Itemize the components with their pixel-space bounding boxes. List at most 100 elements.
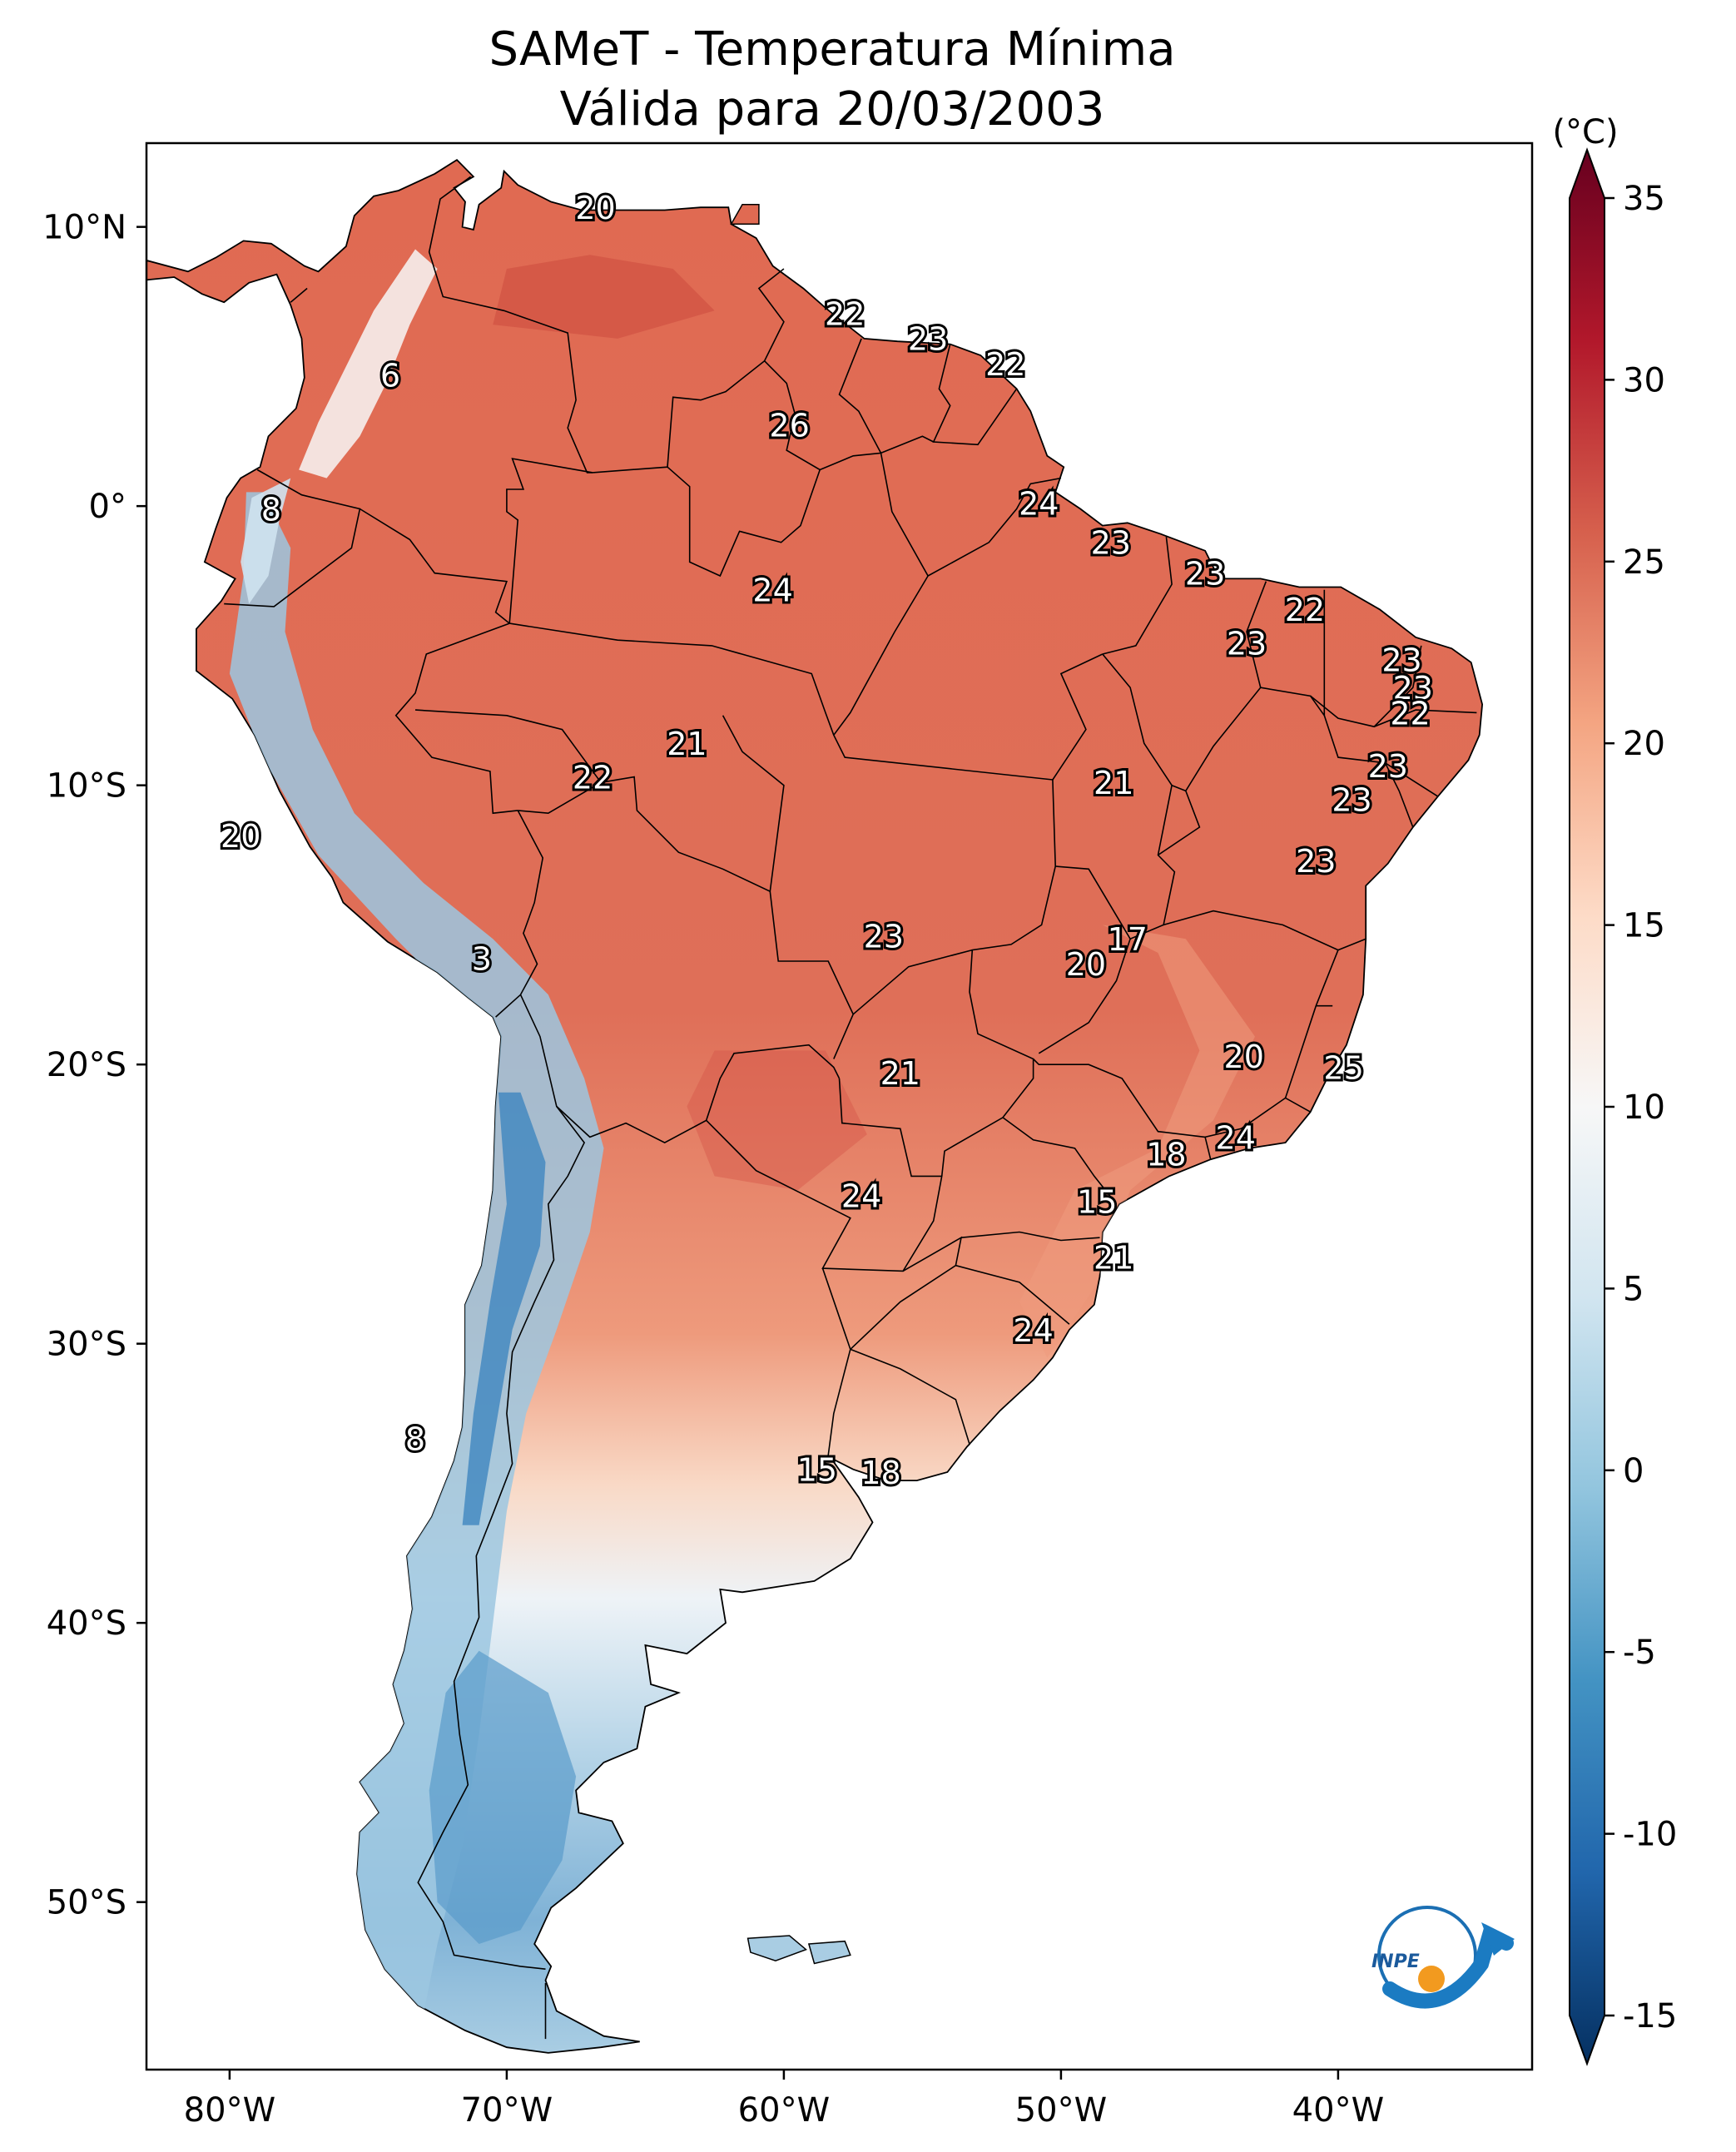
land-temperature-field <box>146 158 1484 2054</box>
figure-title: SAMeT - Temperatura Mínima Válida para 2… <box>489 22 1175 136</box>
lat-tick-label: 50°S <box>47 1884 126 1922</box>
lat-tick-label: 10°N <box>42 209 126 247</box>
border-line <box>706 1078 943 1272</box>
border-line <box>1373 709 1477 727</box>
country-state-borders <box>224 176 1477 2040</box>
title-line-2: Válida para 20/03/2003 <box>560 82 1105 136</box>
border-line <box>509 622 1053 781</box>
border-line <box>428 176 593 474</box>
border-line <box>1038 938 1131 1054</box>
lon-tick-label: 80°W <box>184 2091 275 2130</box>
border-line <box>850 1348 970 1448</box>
temperature-value-label: 18 <box>861 1455 900 1491</box>
falkland-islands <box>730 204 851 1965</box>
temperature-value-label: 22 <box>1390 695 1430 731</box>
border-line <box>290 287 308 303</box>
map-axes: 80°W 70°W 60°W 50°W 40°W 10°N 0° 10°S 20°S 30°S 40… <box>42 209 1384 2130</box>
colorbar-tick-label: 10 <box>1623 1088 1665 1127</box>
temperature-value-label: 24 <box>1216 1119 1256 1156</box>
temperature-value-label: 21 <box>1094 1240 1133 1277</box>
temperature-value-label: 21 <box>667 726 707 762</box>
colorbar-tick-label: 25 <box>1623 543 1665 582</box>
andes-cold-core <box>462 1092 546 1525</box>
border-line <box>667 466 821 578</box>
temperature-value-label: 25 <box>1323 1049 1363 1086</box>
lat-tick-label: 30°S <box>47 1326 126 1364</box>
border-line <box>833 575 929 736</box>
temperature-value-label: 23 <box>1296 843 1336 880</box>
temperature-value-label: 24 <box>752 573 792 609</box>
temperature-value-label: 15 <box>1077 1183 1117 1220</box>
border-line <box>722 715 785 892</box>
colorbar-tick-label: 30 <box>1623 361 1665 399</box>
logo-swoosh <box>1382 1924 1514 2009</box>
border-line <box>960 1231 1100 1242</box>
logo-arrow <box>1481 1922 1515 1956</box>
border-line <box>1052 653 1104 781</box>
border-line <box>417 994 586 1970</box>
lon-tick-label: 50°W <box>1015 2091 1107 2130</box>
border-line <box>821 1267 851 1456</box>
border-line <box>932 344 1018 446</box>
logo-orange-dot <box>1418 1966 1445 1992</box>
temperature-value-label: 22 <box>825 296 865 333</box>
colorbar-tick-label: 5 <box>1623 1270 1644 1308</box>
border-line <box>518 776 855 1059</box>
temperature-value-label: 20 <box>575 190 615 226</box>
border-line <box>1158 791 1201 856</box>
temperature-value-label: 23 <box>1332 781 1371 818</box>
chaco-warm-area <box>687 1050 867 1191</box>
temperature-value-label: 6 <box>380 357 400 394</box>
border-line <box>556 1044 841 1144</box>
colorbar-tick-label: 20 <box>1623 725 1665 763</box>
border-line <box>359 508 510 624</box>
border-line <box>1002 1117 1118 1205</box>
colorbar-ticks: 35 30 25 20 15 10 5 0 -5 -10 -15 <box>1605 180 1677 2035</box>
temperature-value-label: 21 <box>880 1055 920 1092</box>
temperature-value-label: 3 <box>472 941 492 978</box>
border-line <box>593 268 785 474</box>
colorbar-tick-label: 0 <box>1623 1452 1644 1490</box>
border-line <box>955 1264 1070 1325</box>
temperature-value-label: 8 <box>261 491 281 528</box>
temperature-value-label: 23 <box>1368 748 1408 785</box>
temperature-value-label: 21 <box>1094 765 1133 801</box>
temperature-value-label: 23 <box>1227 625 1267 662</box>
lon-tick-label: 40°W <box>1292 2091 1384 2130</box>
border-line <box>1384 762 1414 828</box>
border-line <box>1171 581 1267 792</box>
temperature-value-label: 24 <box>841 1178 881 1215</box>
colorbar-tick-label: -10 <box>1623 1816 1677 1854</box>
colorbar-tick-label: 35 <box>1623 180 1665 218</box>
lon-tick-label: 70°W <box>461 2091 553 2130</box>
border-line <box>764 360 881 471</box>
colombia-highland-cool-area <box>299 249 438 478</box>
border-line <box>880 453 1062 578</box>
lat-tick-label: 40°S <box>47 1604 126 1643</box>
border-line <box>394 622 518 815</box>
lat-tick-label: 10°S <box>47 767 126 806</box>
border-line <box>1260 589 1326 718</box>
colorbar-unit-label: (°C) <box>1552 113 1618 151</box>
temperature-value-label: 22 <box>985 346 1025 383</box>
temperature-value-label: 23 <box>1393 670 1433 707</box>
brazil-highland-mild-area <box>1019 925 1255 1358</box>
temperature-anomalies <box>229 249 1255 2014</box>
temperature-value-label: 23 <box>864 919 904 955</box>
temperature-value-label: 24 <box>1013 1312 1053 1349</box>
border-line <box>414 709 602 783</box>
temperature-value-label: 26 <box>769 408 809 444</box>
temperature-value-label: 20 <box>1066 946 1106 983</box>
island <box>746 1935 807 1961</box>
logo-text: INPE <box>1371 1951 1420 1972</box>
temperature-value-label: 23 <box>1381 642 1421 679</box>
patagonia-cold-area <box>429 1650 577 1944</box>
temperature-value-label: 22 <box>573 760 613 796</box>
trinidad-island <box>730 204 760 226</box>
inpe-logo: INPE <box>1371 1906 1515 2009</box>
temperature-value-label: 15 <box>797 1452 837 1489</box>
temperature-value-label: 20 <box>1224 1039 1264 1075</box>
temperature-value-label: 23 <box>1091 525 1131 562</box>
